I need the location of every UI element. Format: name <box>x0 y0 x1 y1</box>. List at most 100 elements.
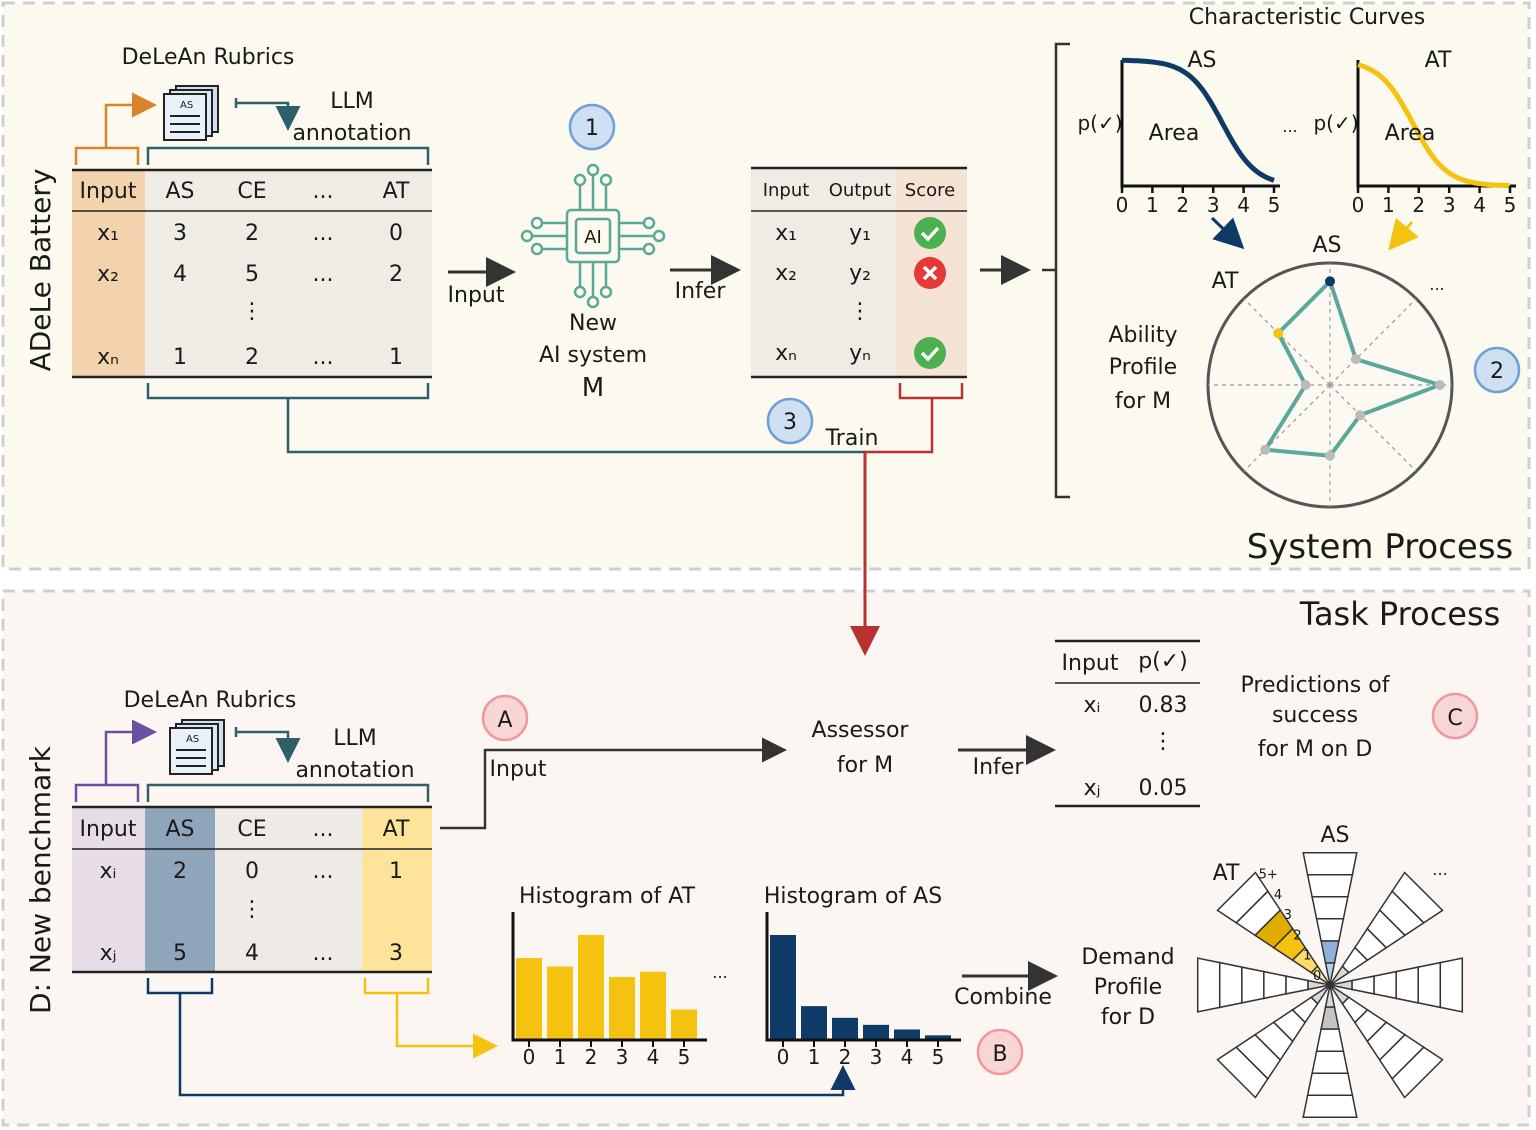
histogram-title: Histogram of AS <box>764 884 942 909</box>
svg-text:AI: AI <box>584 227 602 248</box>
table-header: AS <box>165 817 194 842</box>
ability-radar <box>1206 261 1454 509</box>
ability-profile-label: Ability <box>1109 323 1178 348</box>
demand-segment <box>1311 896 1349 920</box>
step-1-badge: 1 <box>568 103 616 151</box>
histogram-bar <box>609 977 635 1040</box>
demand-segment <box>1218 961 1243 1009</box>
curve-tick-label: 2 <box>1176 193 1189 217</box>
table-header: CE <box>237 817 266 842</box>
svg-text:2: 2 <box>1490 359 1504 384</box>
svg-text:AS: AS <box>180 100 193 111</box>
table-header: AT <box>383 179 410 204</box>
curve-tick-label: 5 <box>1268 193 1281 217</box>
table-cell: y₂ <box>849 261 871 286</box>
histogram-tick-label: 3 <box>870 1045 883 1069</box>
annotation-label: annotation <box>295 758 414 783</box>
curve-tick-label: 0 <box>1116 193 1129 217</box>
curve-tick-label: 4 <box>1473 193 1486 217</box>
annotation-bracket <box>146 98 430 165</box>
demand-segment <box>1306 873 1354 898</box>
svg-text:A: A <box>497 708 512 733</box>
histogram-bar <box>516 958 542 1040</box>
radar-label-as: AS <box>1312 233 1341 258</box>
demand-segment <box>1391 871 1444 924</box>
orange-input-bracket <box>74 105 152 165</box>
curve-tick-label: 3 <box>1207 193 1220 217</box>
histogram-tick-label: 1 <box>808 1045 821 1069</box>
histogram-bar <box>578 935 604 1040</box>
table-cell: 4 <box>245 941 259 966</box>
curve-tick-label: 4 <box>1237 193 1250 217</box>
table-header: Output <box>829 180 892 201</box>
table-cell: xₙ <box>97 345 119 370</box>
table-header: Input <box>80 817 137 842</box>
table-cell: ⋮ <box>241 897 263 922</box>
table-cell: x₁ <box>775 221 797 246</box>
table-cell: xⱼ <box>1084 776 1101 801</box>
table-cell: 1 <box>389 859 403 884</box>
table-cell: x₁ <box>97 221 119 246</box>
curve-ylabel: p(✓) <box>1077 111 1122 135</box>
table-cell: 5 <box>245 262 259 287</box>
ai-system-label: New <box>569 311 617 336</box>
histogram-ellipsis: ... <box>712 963 727 982</box>
table-cell: yₙ <box>849 341 871 366</box>
characteristic-curve-at: 0 1 2 3 4 5 AT Area p(✓) <box>1313 48 1516 217</box>
table-cell: 1 <box>173 345 187 370</box>
annotation-bracket <box>146 727 430 802</box>
curve-line <box>1121 57 1275 183</box>
table-header: ... <box>313 179 334 204</box>
table-cell: 2 <box>389 262 403 287</box>
demand-level-label: 5+ <box>1259 868 1278 883</box>
check-circle <box>914 337 946 369</box>
histogram-tick-label: 5 <box>678 1045 691 1069</box>
score-bracket <box>865 383 964 454</box>
table-cell: ... <box>313 345 334 370</box>
histogram-bar <box>547 966 573 1040</box>
curve-ylabel: p(✓) <box>1313 111 1358 135</box>
table-cell: x₂ <box>775 261 797 286</box>
ability-profile-label: Profile <box>1109 355 1177 380</box>
table-cell: ⋮ <box>849 299 871 324</box>
benchmark-table: Input AS CE... AT xᵢ 2 0... 1 ⋮ xⱼ 5 4... 3 <box>72 805 432 974</box>
input-arrow-label: Input <box>448 283 505 308</box>
demand-profile-label: for D <box>1101 1005 1155 1030</box>
table-cell: 4 <box>173 262 187 287</box>
svg-text:3: 3 <box>783 410 797 435</box>
demand-wedge <box>1196 957 1331 1013</box>
predictions-caption: for M on D <box>1258 737 1373 762</box>
demand-level-label: 3 <box>1284 908 1292 923</box>
table-header: CE <box>237 179 266 204</box>
histogram-tick-label: 4 <box>647 1045 660 1069</box>
radar-point <box>1355 410 1366 421</box>
table-cell: 1 <box>389 345 403 370</box>
table-cell: ⋮ <box>1152 729 1174 754</box>
document-stack-icon: AS <box>169 719 225 775</box>
histogram-axes <box>765 912 961 1042</box>
table-cell: 3 <box>173 221 187 246</box>
demand-level-label: 2 <box>1293 928 1301 943</box>
to-assessor-arrow <box>440 737 787 830</box>
table-cell: 5 <box>173 941 187 966</box>
radar-label-at: AT <box>1212 269 1239 294</box>
histogram-tick-label: 0 <box>777 1045 790 1069</box>
demand-wedge <box>1302 851 1358 986</box>
demand-segment <box>1391 1046 1444 1099</box>
llm-label: LLM <box>330 89 374 114</box>
radar-point <box>1350 354 1361 365</box>
radar-label-more: ... <box>1429 275 1444 294</box>
demand-segment <box>1315 1028 1345 1052</box>
demand-segment <box>1315 918 1345 942</box>
curves-ellipsis: ... <box>1282 117 1297 136</box>
llm-label: LLM <box>333 726 377 751</box>
demand-wedge <box>1329 871 1444 986</box>
table-cell: x₂ <box>97 262 119 287</box>
demand-segment <box>1439 957 1464 1013</box>
curve-tick-label: 5 <box>1504 193 1517 217</box>
demand-label-more: ... <box>1432 860 1447 879</box>
histogram-bar <box>671 1009 697 1040</box>
table-cell: y₁ <box>849 221 871 246</box>
task-process-label: Task Process <box>1299 595 1501 633</box>
